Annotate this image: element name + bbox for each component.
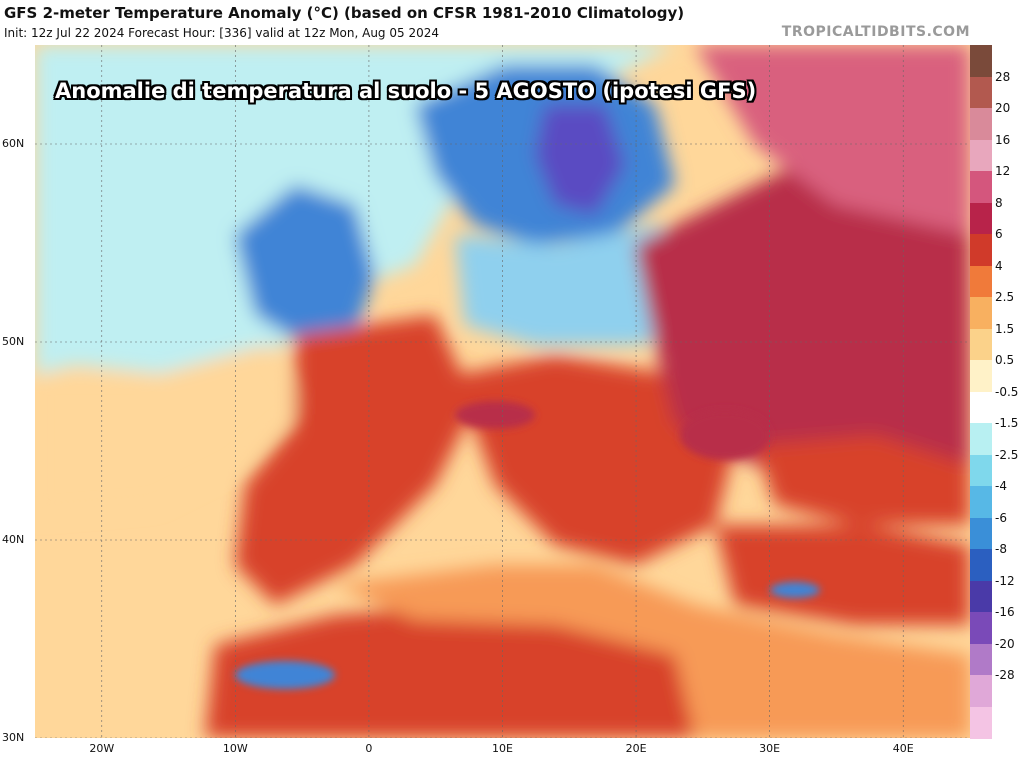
alps-very-hot [455,401,535,429]
forecast-info: Init: 12z Jul 22 2024 Forecast Hour: [33… [4,26,439,40]
colorbar-swatch [970,328,992,361]
colorbar-swatch [970,580,992,613]
latitude-label: 40N [2,533,25,546]
colorbar-swatch [970,391,992,424]
chart-title: GFS 2-meter Temperature Anomaly (°C) (ba… [4,4,685,22]
colorbar-label: 2.5 [995,290,1015,304]
longitude-label: 20W [89,742,115,755]
colorbar-swatch [970,549,992,581]
anatolia-cool-spot [770,582,820,598]
longitude-label: 40E [892,742,914,755]
longitude-label: 10E [492,742,513,755]
graticule [35,45,970,738]
colorbar-label: 0.5 [995,353,1015,367]
colorbar-label: -1.5 [995,416,1019,430]
colorbar-swatch [970,297,992,329]
colorbar-label: 20 [995,101,1011,115]
colorbar-swatch [970,706,992,739]
colorbar-label: -8 [995,542,1007,556]
colorbar-legend: 28 20 16 12 8 6 4 2.5 1.5 0.5 -0.5 -1.5 -2.5 -4 -6 -8 -1… [970,45,1024,739]
colorbar-swatch [970,45,992,77]
latitude-label: 50N [2,335,25,348]
longitude-label: 30E [759,742,781,755]
colorbar-swatch [970,643,992,676]
eastern-europe-very-hot [635,155,970,465]
colorbar-label: -0.5 [995,384,1019,399]
colorbar-label: 28 [995,69,1011,84]
colorbar-label: -20 [995,636,1015,651]
longitude-label: 20E [625,742,647,755]
colorbar-swatch [970,517,992,550]
colorbar-label: -12 [995,573,1015,588]
colorbar-label: -16 [995,605,1015,619]
france-iberia-hot [235,315,475,605]
atlas-cool-spot [235,661,335,689]
northeast-pink-hot [695,45,970,235]
colorbar-label: 12 [995,164,1011,178]
colorbar-swatch [970,675,992,707]
colorbar-swatch [970,423,992,455]
colorbar-label: 6 [995,227,1003,241]
italian-caption: Anomalie di temperatura al suolo - 5 AGO… [55,79,757,103]
colorbar-swatch [970,486,992,518]
atlantic-warm-region [35,345,305,515]
anomaly-field [35,45,970,738]
longitude-label: 0 [365,742,373,755]
british-isles-cold [235,185,375,345]
turkey-hot [715,525,970,625]
colorbar-swatch [970,202,992,235]
sweden-deep-cold [535,105,625,215]
colorbar-swatch [970,108,992,140]
colorbar-swatch [970,454,992,487]
latitude-label: 60N [2,137,25,150]
colorbar-label: 4 [995,258,1003,273]
colorbar-label: -28 [995,668,1015,682]
temperature-anomaly-map: Anomalie di temperatura al suolo - 5 AGO… [35,45,970,738]
mediterranean-sea [335,565,970,738]
north-africa-hot [205,605,695,738]
black-sea-warm [755,435,970,525]
colorbar-label: 16 [995,132,1011,147]
colorbar-label: -2.5 [995,447,1019,462]
colorbar-swatch [970,265,992,298]
carpathian-basin-very-hot [680,410,770,460]
colorbar-swatch [970,612,992,644]
colorbar-swatch [970,76,992,109]
colorbar-swatch [970,139,992,172]
longitude-label: 10W [222,742,248,755]
colorbar-swatch [970,360,992,392]
colorbar-label: 1.5 [995,321,1015,336]
site-credit: TROPICALTIDBITS.COM [781,24,970,40]
colorbar-label: -6 [995,510,1007,525]
colorbar-label: -4 [995,479,1007,493]
colorbar-swatch [970,171,992,203]
colorbar-label: 8 [995,195,1003,210]
latitude-label: 30N [2,731,25,744]
colorbar-swatch [970,234,992,266]
